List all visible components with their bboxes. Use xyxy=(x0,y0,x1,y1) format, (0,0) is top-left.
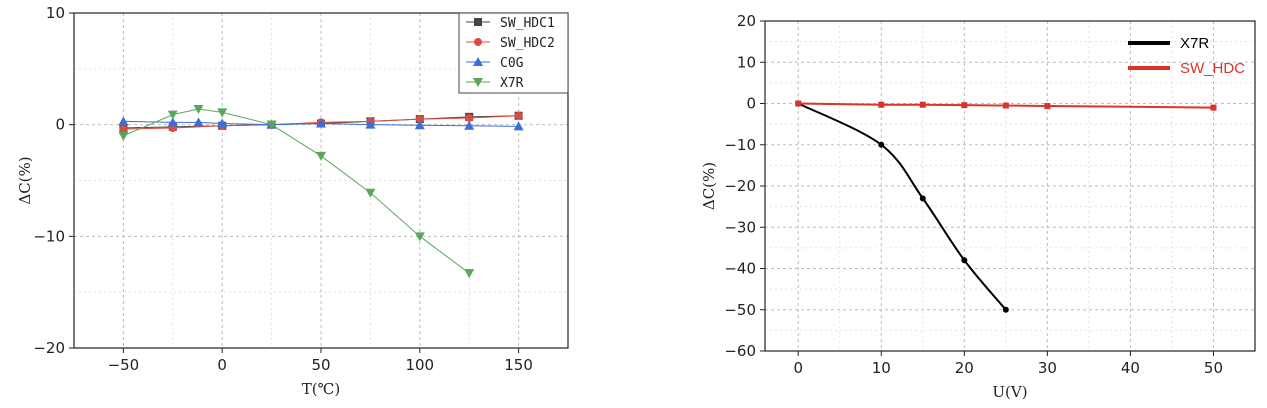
data-point xyxy=(961,102,968,109)
legend-entry: SW_HDC xyxy=(1128,60,1245,77)
data-point xyxy=(193,105,204,115)
data-point xyxy=(415,115,424,124)
x-axis-label: U(V) xyxy=(992,383,1027,401)
y-tick-label: −10 xyxy=(33,227,65,245)
data-point xyxy=(465,113,474,122)
legend-entry: X7R xyxy=(466,76,524,91)
series-x7r xyxy=(118,105,475,279)
data-point xyxy=(464,269,475,279)
data-point xyxy=(316,118,326,128)
x-tick-label: 100 xyxy=(405,356,434,374)
x-tick-label: 0 xyxy=(793,359,803,377)
legend-entry: C0G xyxy=(466,56,524,71)
legend-label: SW_HDC1 xyxy=(500,16,555,31)
data-point xyxy=(1002,306,1009,313)
data-point xyxy=(167,117,178,127)
legend: X7R SW_HDC xyxy=(1128,35,1245,77)
y-tick-label: −40 xyxy=(724,260,756,278)
data-point xyxy=(514,111,523,120)
y-tick-label: −10 xyxy=(724,136,756,154)
x-axis-label: T(℃) xyxy=(302,380,341,398)
x-tick-label: 0 xyxy=(217,356,227,374)
data-point xyxy=(365,188,376,198)
data-point xyxy=(919,195,926,202)
series-line xyxy=(123,108,470,274)
data-point xyxy=(118,131,129,141)
series-sw-hdc xyxy=(795,100,1217,111)
y-tick-label: 0 xyxy=(55,116,65,134)
data-point xyxy=(878,141,885,148)
data-point xyxy=(316,151,326,161)
y-tick-label: −60 xyxy=(724,342,756,360)
legend-entry: SW_HDC2 xyxy=(466,36,555,51)
data-point xyxy=(513,121,524,131)
chart-1: −50 0 50 100 150100−10−20T(℃)ΔC(%)SW_HDC1SW_… xyxy=(16,4,569,398)
data-point xyxy=(414,232,425,242)
series-line xyxy=(797,102,1007,311)
data-point xyxy=(266,120,277,130)
data-point xyxy=(919,101,926,108)
legend-marker xyxy=(474,18,482,26)
legend-label: C0G xyxy=(500,56,524,71)
legend: SW_HDC1 SW_HDC2 C0G X7R xyxy=(458,12,569,94)
y-axis-label: ΔC(%) xyxy=(16,156,34,204)
x-tick-label: 50 xyxy=(311,356,330,374)
y-tick-label: 20 xyxy=(737,12,756,30)
y-tick-label: −20 xyxy=(33,339,65,357)
data-point xyxy=(365,119,376,129)
data-point xyxy=(414,120,425,130)
y-tick-label: 0 xyxy=(746,95,756,113)
data-point xyxy=(795,100,802,107)
y-tick-label: 10 xyxy=(46,4,65,22)
data-point xyxy=(1044,102,1051,109)
data-point xyxy=(217,108,228,118)
data-point xyxy=(464,120,475,130)
series-c0g xyxy=(118,116,524,131)
legend-label: SW_HDC2 xyxy=(500,36,555,51)
data-point xyxy=(217,118,228,128)
data-point xyxy=(1210,104,1217,111)
data-point xyxy=(119,125,128,134)
y-tick-label: −50 xyxy=(724,301,756,319)
y-axis-label: ΔC(%) xyxy=(700,162,718,210)
data-point xyxy=(167,110,178,120)
y-tick-label: 10 xyxy=(737,53,756,71)
data-point xyxy=(1002,102,1009,109)
legend-entry: X7R xyxy=(1128,35,1209,52)
x-tick-label: 50 xyxy=(1204,359,1223,377)
legend-label: X7R xyxy=(1180,35,1209,52)
legend-label: X7R xyxy=(500,76,524,91)
data-point xyxy=(878,101,885,108)
legend-marker xyxy=(473,57,483,66)
y-tick-label: −30 xyxy=(724,218,756,236)
x-tick-label: 30 xyxy=(1038,359,1057,377)
x-tick-label: 40 xyxy=(1121,359,1140,377)
data-point xyxy=(118,116,129,126)
chart-2: 0 10 20 30 40 50 20 10 0 −10 −20 −30 −40 −50 −60 U(V) ΔC… xyxy=(700,12,1256,401)
legend-label: SW_HDC xyxy=(1180,60,1245,77)
legend-marker xyxy=(474,38,482,46)
x-tick-label: 150 xyxy=(504,356,533,374)
data-point xyxy=(193,117,204,127)
x-tick-label: 20 xyxy=(955,359,974,377)
data-point xyxy=(961,257,968,264)
y-tick-label: −20 xyxy=(724,177,756,195)
legend-entry: SW_HDC1 xyxy=(466,16,555,31)
legend-marker xyxy=(473,78,483,87)
series-line xyxy=(123,120,519,127)
x-tick-label: 10 xyxy=(872,359,891,377)
x-tick-label: −50 xyxy=(108,356,140,374)
